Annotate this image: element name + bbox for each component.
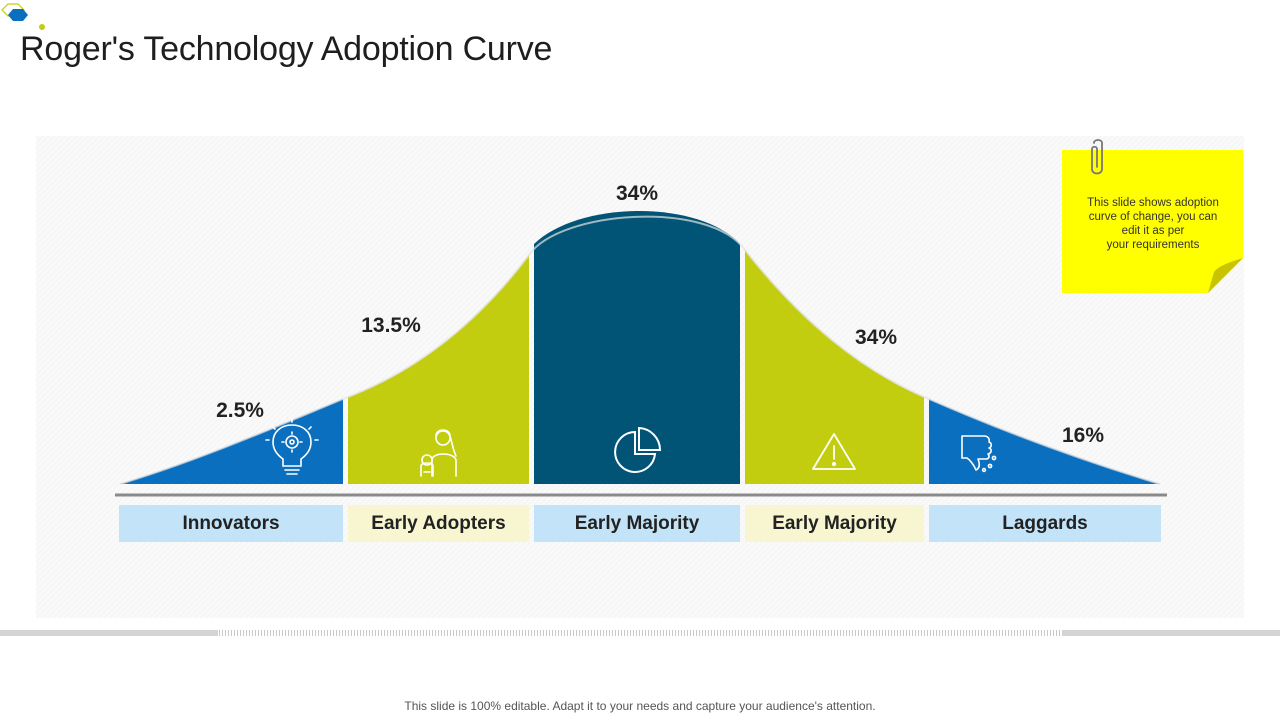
percent-laggards: 16% — [1061, 424, 1105, 447]
page-title: Roger's Technology Adoption Curve — [20, 30, 553, 68]
label-early-adopters: Early Adopters — [348, 505, 529, 542]
footer-text: This slide is 100% editable. Adapt it to… — [404, 699, 876, 713]
pie-chart-icon — [614, 426, 662, 473]
footer-divider — [0, 630, 1280, 636]
segment-laggards — [929, 399, 1160, 484]
segment-early-majority-peak — [534, 211, 740, 484]
percent-late-majority: 34% — [854, 326, 898, 349]
segment-early-adopters — [348, 255, 529, 484]
paperclip-icon — [1091, 139, 1103, 175]
label-innovators: Innovators — [119, 505, 343, 542]
sticky-note — [1062, 150, 1243, 293]
note-line: This slide shows adoption — [1087, 197, 1219, 209]
segment-late-majority — [745, 250, 924, 484]
label-early-majority: Early Majority — [534, 505, 740, 542]
segment-innovators — [120, 399, 343, 484]
note-line: your requirements — [1106, 239, 1200, 251]
logo-icon — [1, 3, 45, 30]
lightbulb-gear-icon — [265, 418, 319, 475]
percent-early-majority: 34% — [615, 182, 659, 205]
label-laggards: Laggards — [929, 505, 1161, 542]
percent-innovators: 2.5% — [216, 399, 264, 422]
note-line: edit it as per — [1121, 225, 1185, 237]
warning-icon — [812, 433, 856, 470]
note-text: This slide shows adoption curve of chang… — [1078, 196, 1228, 252]
percent-early-adopters: 13.5% — [361, 314, 421, 337]
label-late-majority: Early Majority — [745, 505, 924, 542]
thumbs-down-icon — [961, 435, 997, 473]
note-line: curve of change, you can — [1088, 211, 1218, 223]
person-with-pet-icon — [420, 429, 457, 477]
